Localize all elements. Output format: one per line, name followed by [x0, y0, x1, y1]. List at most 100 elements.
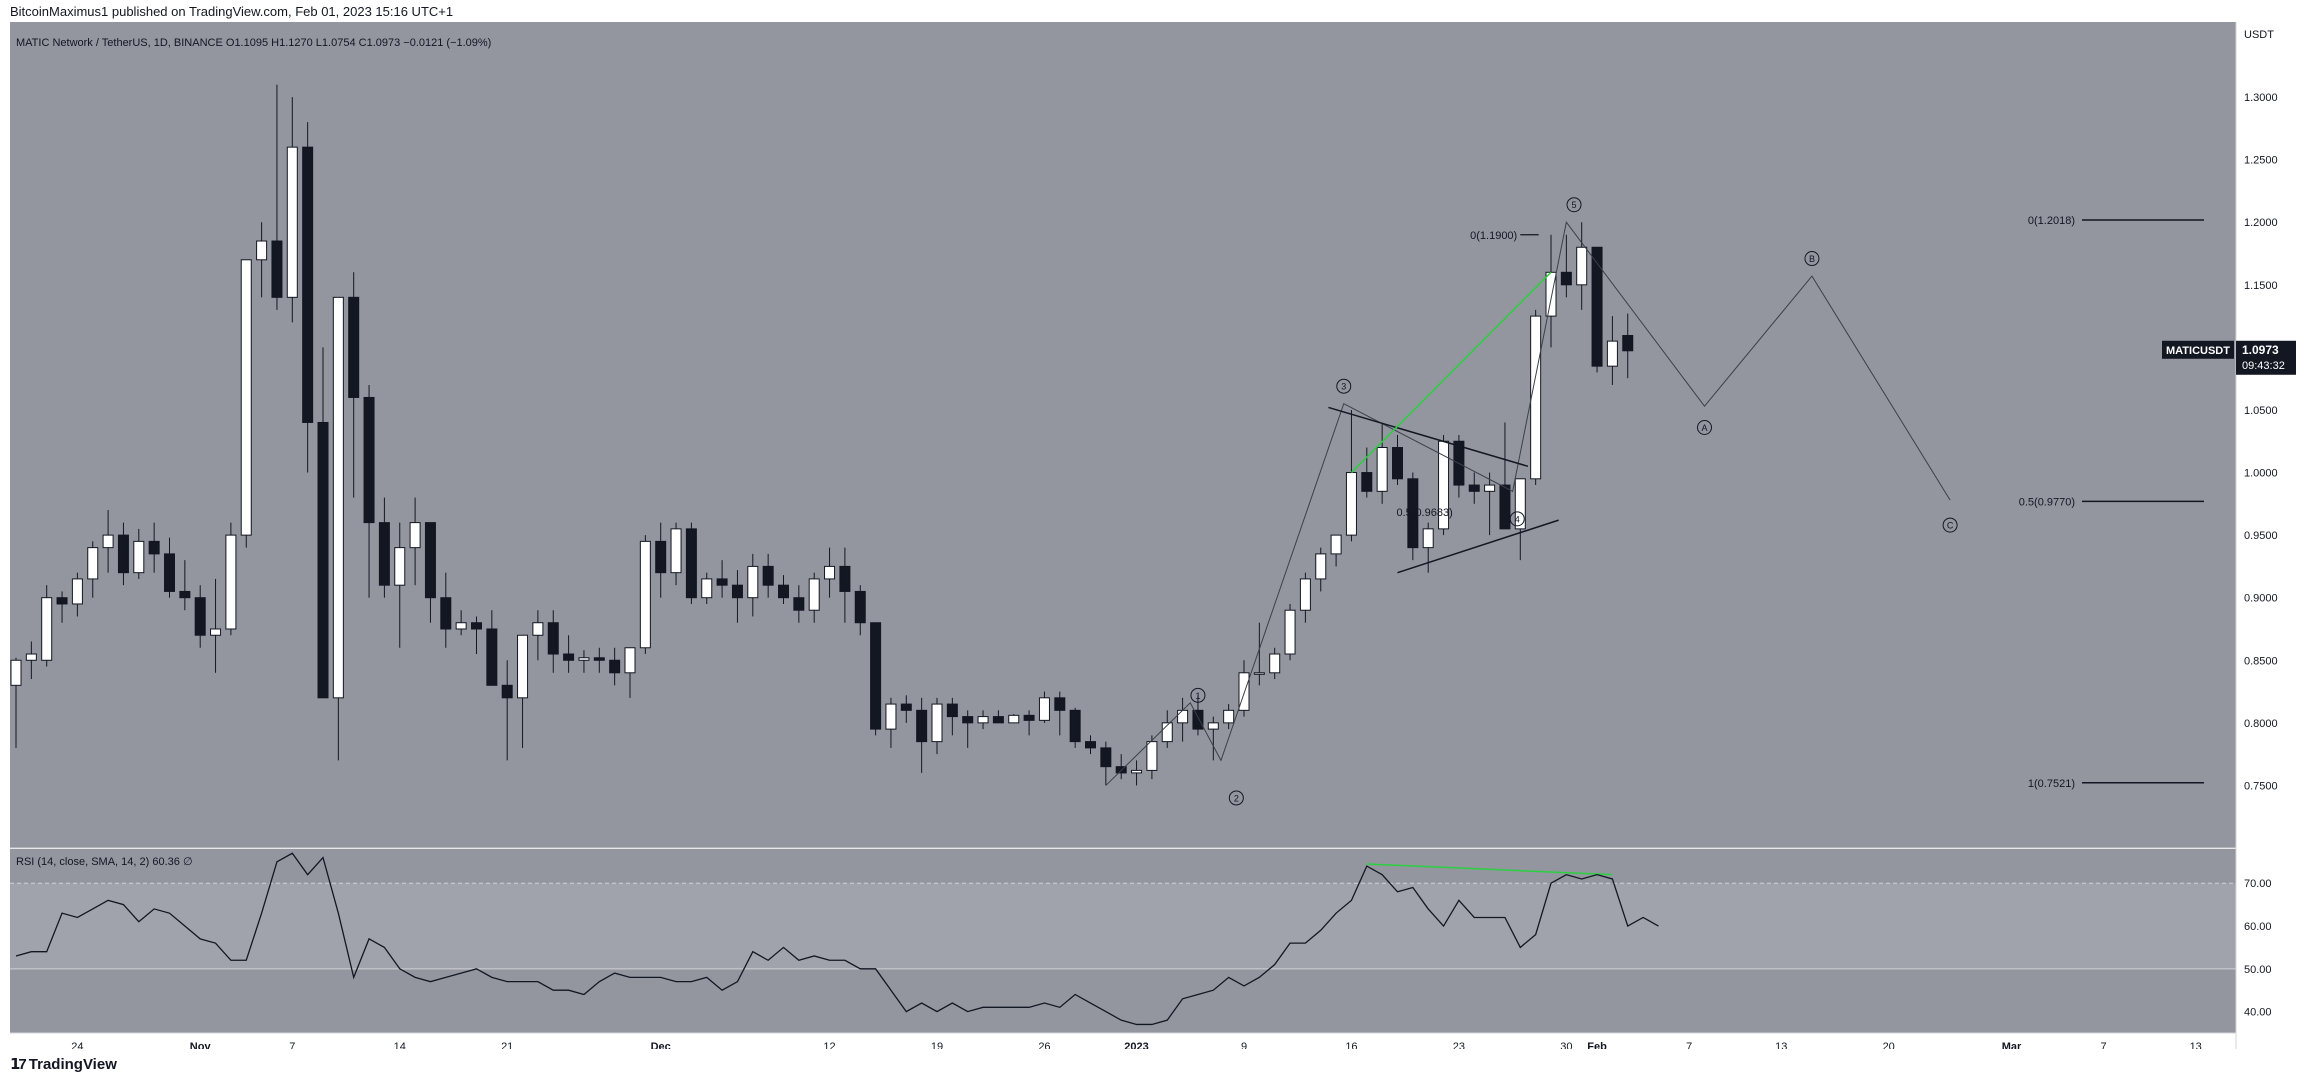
candle: [1161, 710, 1173, 748]
candle: [946, 697, 958, 736]
candle-body-bear: [148, 540, 160, 555]
wave-label-2: 2: [1228, 790, 1244, 806]
candle: [1008, 714, 1020, 724]
candle-body-bear: [194, 597, 206, 636]
candle: [1038, 691, 1050, 723]
candle-body-bear: [685, 528, 697, 599]
x-tick-label: 20: [1883, 1041, 1895, 1049]
candle: [455, 610, 467, 636]
candle: [440, 572, 452, 648]
wave-label-C: C: [1942, 517, 1958, 533]
legend-o_label: O: [226, 37, 235, 49]
candle: [517, 634, 529, 748]
candle: [778, 575, 789, 604]
candle-body-bull: [578, 657, 590, 661]
candle-body-bull: [1131, 769, 1143, 774]
candle-body-bear: [1023, 714, 1035, 721]
candle-body-bull: [256, 240, 268, 261]
candle: [56, 591, 68, 623]
price-pane-bg: [10, 22, 2236, 848]
candle: [424, 522, 436, 623]
candle-body-bear: [1192, 709, 1204, 730]
candle-body-bull: [808, 578, 820, 611]
wave-circle: [1228, 790, 1244, 806]
candle: [317, 347, 329, 699]
candle-body-bull: [639, 540, 651, 649]
legend-c_label: C: [359, 37, 367, 49]
candle-body-bear: [916, 709, 928, 743]
x-tick-label: Mar: [2002, 1041, 2022, 1049]
candle: [286, 97, 298, 323]
y-tick-label: 0.8500: [2244, 655, 2278, 667]
candle: [1468, 472, 1480, 504]
candle-body-bull: [517, 634, 529, 699]
candle: [931, 697, 943, 755]
candle: [117, 522, 129, 586]
x-tick-label: Nov: [190, 1041, 212, 1049]
legend-c: 1.0973: [367, 37, 404, 49]
wave-number: A: [1701, 423, 1707, 433]
candle-body-bull: [701, 578, 713, 599]
candle-body-bear: [731, 584, 743, 599]
footer-bar: 𝟭7 TradingView: [0, 1049, 2314, 1079]
candle-body-bear: [1392, 447, 1403, 480]
candle-body-bear: [440, 597, 452, 630]
candle-body-bull: [332, 296, 344, 699]
candle-body-bull: [1299, 578, 1311, 611]
candle: [639, 535, 651, 655]
candle-body-bull: [931, 703, 943, 743]
x-tick-label: 26: [1038, 1041, 1050, 1049]
rsi-tick-label: 60.00: [2244, 921, 2272, 933]
x-tick-label: 7: [1686, 1041, 1692, 1049]
candle-body-bull: [1223, 709, 1235, 724]
candle: [1100, 741, 1112, 786]
candle: [102, 510, 114, 573]
candle-body-bull: [824, 565, 836, 580]
candle: [808, 572, 820, 623]
candle: [348, 272, 360, 498]
candle: [747, 553, 759, 617]
candle: [25, 641, 37, 680]
x-tick-label: 16: [1345, 1041, 1357, 1049]
chart-canvas[interactable]: USDT1.30001.25001.20001.15001.10001.0500…: [0, 22, 2314, 1049]
legend-title: MATIC Network / TetherUS, 1D, BINANCE: [16, 37, 226, 49]
candle: [1422, 522, 1434, 573]
wave-number: B: [1809, 254, 1815, 264]
candle-body-bull: [1269, 653, 1281, 674]
x-tick-label: 21: [501, 1041, 513, 1049]
candle: [501, 660, 513, 761]
candle: [1131, 760, 1143, 786]
candle-body-bear: [1622, 335, 1634, 352]
y-tick-label: 1.3000: [2244, 92, 2278, 104]
candle-body-bear: [117, 534, 129, 574]
candle-body-bull: [1576, 246, 1588, 286]
candle: [210, 578, 222, 673]
x-tick-label: 24: [71, 1041, 83, 1049]
x-tick-label: 14: [394, 1041, 406, 1049]
legend-h_label: H: [271, 37, 279, 49]
candle-body-bear: [378, 522, 390, 586]
candle: [1576, 222, 1588, 310]
tradingview-brand: TradingView: [28, 1056, 117, 1073]
candle-body-bear: [1468, 484, 1480, 492]
wave-circle: [1566, 197, 1582, 213]
rsi-tick-label: 70.00: [2244, 878, 2272, 890]
candle-body-bear: [1591, 246, 1603, 367]
candle: [1376, 422, 1388, 504]
candle-body-bull: [409, 522, 421, 549]
x-tick-label: 19: [931, 1041, 943, 1049]
candle: [992, 710, 1004, 724]
candle-body-bull: [670, 528, 682, 574]
candle: [1223, 704, 1235, 730]
fib-level-label: 0.5(0.9770): [2019, 496, 2075, 508]
publisher-bar: BitcoinMaximus1 published on TradingView…: [0, 0, 2314, 22]
candle: [302, 122, 314, 473]
candle: [394, 522, 406, 648]
symbol-tag-label: MATICUSDT: [2166, 345, 2230, 357]
tradingview-logo[interactable]: 𝟭7 TradingView: [10, 1055, 117, 1073]
wave-label-A: A: [1697, 419, 1712, 435]
x-tick-label: 13: [1775, 1041, 1787, 1049]
candle-body-bull: [210, 628, 222, 636]
candle: [532, 610, 544, 661]
candle: [1438, 435, 1450, 536]
